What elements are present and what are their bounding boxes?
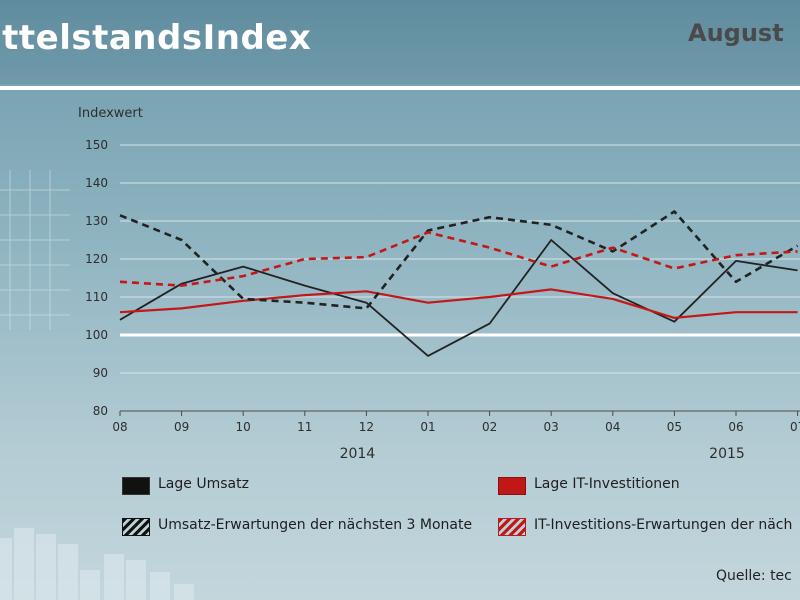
x-tick-label: 01	[420, 420, 435, 434]
decorative-bars-graphic	[0, 528, 194, 600]
x-tick-label: 03	[544, 420, 559, 434]
x-tick-label: 06	[728, 420, 743, 434]
x-year-label: 2015	[709, 446, 745, 462]
x-tick-label: 08	[112, 420, 127, 434]
x-year-label: 2014	[340, 446, 376, 462]
series-line-1	[119, 288, 798, 319]
legend-label: Umsatz-Erwartungen der nächsten 3 Monate	[158, 517, 473, 533]
x-tick-label: 07	[790, 420, 800, 434]
legend-swatch-lage-umsatz	[122, 477, 150, 495]
legend-label: Lage IT-Investitionen	[534, 476, 680, 492]
y-tick-label: 90	[93, 366, 108, 380]
series-line-3	[119, 231, 798, 287]
decorative-grid-graphic	[0, 170, 70, 330]
legend-swatch-umsatz-erwartungen	[122, 518, 150, 536]
x-tick-label: 11	[297, 420, 312, 434]
legend-label: Lage Umsatz	[158, 476, 249, 492]
x-tick-label: 09	[174, 420, 189, 434]
series-line-0	[119, 239, 798, 357]
y-tick-label: 140	[85, 176, 108, 190]
legend-swatch-it-investitions-erwartungen	[498, 518, 526, 536]
series-line-2	[119, 210, 799, 310]
y-axis-title: Indexwert	[78, 106, 143, 121]
y-tick-label: 110	[85, 290, 108, 304]
legend-label: IT-Investitions-Erwartungen der näch	[534, 517, 793, 533]
source-note: Quelle: tec	[716, 568, 792, 584]
x-tick-label: 05	[667, 420, 682, 434]
y-tick-label: 120	[85, 252, 108, 266]
page-title: ittelstandsIndex	[0, 18, 312, 58]
legend-swatch-lage-it-investitionen	[498, 477, 526, 495]
x-tick-label: 04	[605, 420, 620, 434]
x-tick-label: 02	[482, 420, 497, 434]
y-tick-label: 130	[85, 214, 108, 228]
y-tick-label: 150	[85, 138, 108, 152]
x-tick-label: 10	[236, 420, 251, 434]
report-date: August	[688, 19, 784, 47]
header-divider	[0, 86, 800, 90]
y-tick-label: 80	[93, 404, 108, 418]
x-tick-label: 12	[359, 420, 374, 434]
header-bar: ittelstandsIndex August	[0, 0, 800, 84]
y-tick-label: 100	[85, 328, 108, 342]
